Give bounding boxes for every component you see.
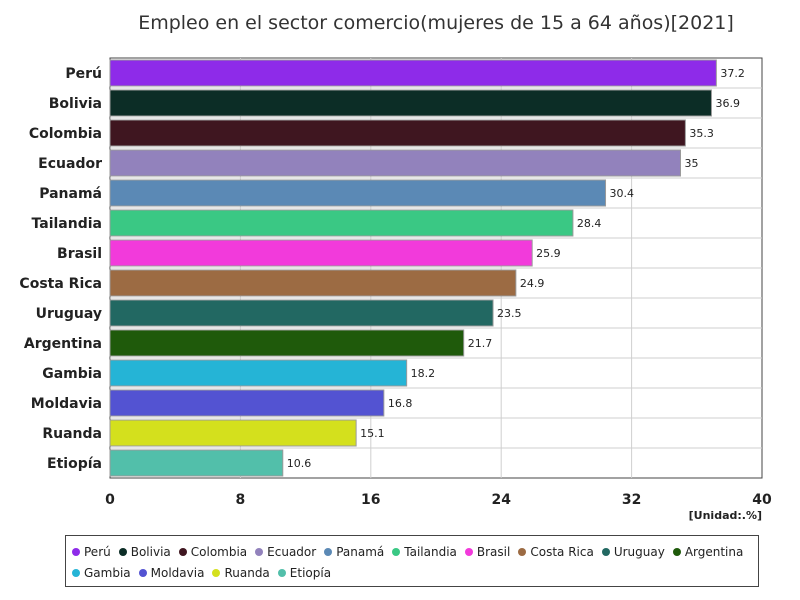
legend-item: Panamá bbox=[324, 541, 384, 562]
legend-item: Ecuador bbox=[255, 541, 316, 562]
legend-marker bbox=[277, 568, 286, 577]
legend-marker bbox=[212, 568, 221, 577]
value-label: 23.5 bbox=[497, 307, 522, 320]
legend-label: Costa Rica bbox=[530, 544, 594, 559]
legend-label: Bolivia bbox=[130, 544, 171, 559]
bar-2 bbox=[109, 119, 686, 147]
value-label: 30.4 bbox=[610, 187, 635, 200]
value-label: 18.2 bbox=[411, 367, 436, 380]
category-label: Perú bbox=[65, 66, 102, 82]
value-label: 10.6 bbox=[287, 457, 312, 470]
legend-item: Colombia bbox=[178, 541, 248, 562]
value-label: 21.7 bbox=[468, 337, 493, 350]
value-label: 25.9 bbox=[536, 247, 561, 260]
legend-item: Brasil bbox=[464, 541, 511, 562]
legend-label: Gambia bbox=[84, 565, 131, 580]
legend-item: Costa Rica bbox=[518, 541, 594, 562]
grid-lines bbox=[110, 58, 762, 478]
legend-label: Perú bbox=[84, 544, 111, 559]
bar-6 bbox=[109, 239, 533, 267]
legend-item: Perú bbox=[72, 541, 111, 562]
legend-item: Etiopía bbox=[277, 562, 332, 583]
legend-marker bbox=[672, 547, 681, 556]
x-tick-label: 8 bbox=[236, 492, 246, 508]
value-label: 36.9 bbox=[715, 97, 740, 110]
x-tick-label: 0 bbox=[105, 492, 115, 508]
legend-item: Argentina bbox=[672, 541, 744, 562]
unit-label: [Unidad:.%] bbox=[688, 509, 762, 522]
legend-marker bbox=[72, 547, 80, 556]
category-label: Bolivia bbox=[49, 96, 102, 112]
bar-chart: 37.2 Perú 36.9 Bolivia 35.3 Colombia 35 Ecuador… bbox=[19, 57, 772, 508]
legend-marker bbox=[72, 568, 80, 577]
x-tick-label: 24 bbox=[491, 492, 511, 508]
category-label: Ecuador bbox=[38, 156, 102, 172]
legend-item: Bolivia bbox=[118, 541, 171, 562]
legend-label: Tailandia bbox=[404, 544, 457, 559]
legend-item: Ruanda bbox=[212, 562, 270, 583]
legend-label: Ruanda bbox=[224, 565, 270, 580]
legend-label: Colombia bbox=[190, 544, 248, 559]
legend-label: Panamá bbox=[336, 544, 385, 559]
category-label: Gambia bbox=[42, 366, 102, 382]
value-label: 24.9 bbox=[520, 277, 545, 290]
category-label: Costa Rica bbox=[19, 276, 102, 292]
legend-marker bbox=[392, 547, 401, 556]
category-label: Uruguay bbox=[36, 306, 102, 322]
bar-9 bbox=[109, 329, 465, 357]
bars bbox=[109, 59, 717, 477]
value-label: 35.3 bbox=[689, 127, 714, 140]
value-label: 28.4 bbox=[577, 217, 602, 230]
bar-5 bbox=[109, 209, 574, 237]
bar-11 bbox=[109, 389, 385, 417]
bar-7 bbox=[109, 269, 517, 297]
legend-item: Gambia bbox=[72, 562, 131, 583]
bar-10 bbox=[109, 359, 408, 387]
bar-3 bbox=[109, 149, 681, 177]
category-label: Colombia bbox=[29, 126, 102, 142]
legend-marker bbox=[324, 547, 333, 556]
x-axis-ticks: 0 8 16 24 32 40 bbox=[105, 492, 772, 508]
labels: 37.2 Perú 36.9 Bolivia 35.3 Colombia 35 Ecuador… bbox=[19, 66, 744, 472]
value-label: 16.8 bbox=[388, 397, 413, 410]
category-label: Ruanda bbox=[42, 426, 102, 442]
category-label: Tailandia bbox=[32, 216, 102, 232]
value-label: 15.1 bbox=[360, 427, 385, 440]
legend-label: Brasil bbox=[476, 544, 511, 559]
legend-item: Tailandia bbox=[392, 541, 457, 562]
legend-item: Uruguay bbox=[601, 541, 665, 562]
legend-label: Etiopía bbox=[289, 565, 332, 580]
category-label: Etiopía bbox=[47, 456, 102, 472]
chart-title: Empleo en el sector comercio(mujeres de … bbox=[138, 12, 734, 34]
legend-marker bbox=[601, 547, 610, 556]
legend-label: Argentina bbox=[684, 544, 744, 559]
legend-marker bbox=[118, 547, 127, 556]
bar-0 bbox=[109, 59, 717, 87]
bar-13 bbox=[109, 449, 284, 477]
legend-label: Ecuador bbox=[267, 544, 317, 559]
bar-8 bbox=[109, 299, 494, 327]
x-tick-label: 16 bbox=[361, 492, 380, 508]
value-label: 37.2 bbox=[720, 67, 745, 80]
legend-marker bbox=[178, 547, 187, 556]
legend-marker bbox=[518, 547, 527, 556]
value-label: 35 bbox=[685, 157, 699, 170]
legend-marker bbox=[464, 547, 473, 556]
legend-item: Moldavia bbox=[138, 562, 205, 583]
x-tick-label: 32 bbox=[622, 492, 641, 508]
category-label: Argentina bbox=[24, 336, 102, 352]
bar-12 bbox=[109, 419, 357, 447]
legend-marker bbox=[255, 547, 264, 556]
category-label: Brasil bbox=[57, 246, 102, 262]
category-label: Moldavia bbox=[31, 396, 102, 412]
legend-label: Uruguay bbox=[613, 544, 665, 559]
legend: Perú Bolivia Colombia Ecuador Panamá Tailandi… bbox=[65, 535, 759, 587]
legend-marker bbox=[138, 568, 147, 577]
legend-label: Moldavia bbox=[150, 565, 205, 580]
category-label: Panamá bbox=[39, 186, 102, 202]
bar-4 bbox=[109, 179, 607, 207]
bar-1 bbox=[109, 89, 712, 117]
x-tick-label: 40 bbox=[752, 492, 772, 508]
